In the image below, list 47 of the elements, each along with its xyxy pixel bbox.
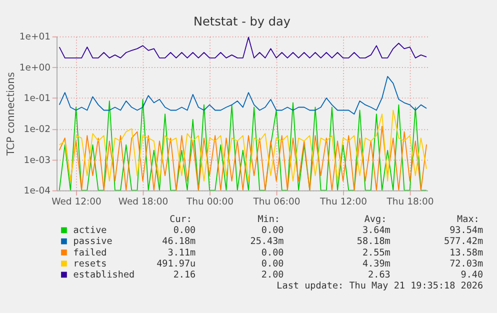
text: 2.63 [368,270,390,281]
text: 0.00 [261,247,284,258]
legend-label: resets [73,258,107,270]
text: 58.18m [356,236,391,248]
chart-title: Netstat - by day [193,14,291,28]
line-series [58,76,427,115]
x-tick-label: Thu 06:00 [252,196,300,208]
x-tick-label: Thu 00:00 [185,196,234,208]
legend-label: passive [73,236,113,248]
y-tick-label: 1e-01 [24,93,51,104]
text: 2.55m [362,247,391,258]
legend-label: established [73,270,135,281]
text: 9.40 [460,270,484,281]
x-tick-label: Thu 18:00 [386,196,434,208]
text: 3.64m [362,224,391,236]
legend-label: active [73,224,108,236]
text: Avg: [364,214,387,225]
text: Last update: Thu May 21 19:35:18 2026 [276,280,484,292]
x-tick-label: Thu 12:00 [319,196,368,208]
line-series [58,36,427,58]
text: 72.03m [450,258,484,270]
text: 3.11m [168,247,196,258]
text: 2.00 [261,270,284,281]
y-tick-label: 1e+01 [19,32,51,43]
text: 93.54m [450,224,484,236]
line-series [58,110,427,182]
y-tick-label: 1e-02 [24,124,51,136]
text: 25.43m [250,236,284,248]
y-tick-label: 1e-03 [24,154,51,166]
text: 2.16 [173,270,196,281]
text: 0.00 [173,224,196,236]
text: Min: [258,214,280,225]
text: 4.39m [362,258,391,270]
text: 0.00 [261,258,284,270]
text: Cur: [170,214,192,225]
x-tick-label: Wed 12:00 [52,196,102,208]
legend-label: failed [73,247,107,258]
text: Max: [457,214,480,225]
text: 46.18m [162,236,196,248]
text: 491.97u [156,258,196,270]
y-axis-title: TCP connections [6,72,17,157]
y-tick-label: 1e-04 [24,186,51,197]
y-tick-label: 1e+00 [19,62,51,74]
text: 577.42m [444,236,484,248]
x-tick-label: Wed 18:00 [118,196,168,208]
text: 13.58m [450,247,484,258]
text: 0.00 [261,224,284,236]
